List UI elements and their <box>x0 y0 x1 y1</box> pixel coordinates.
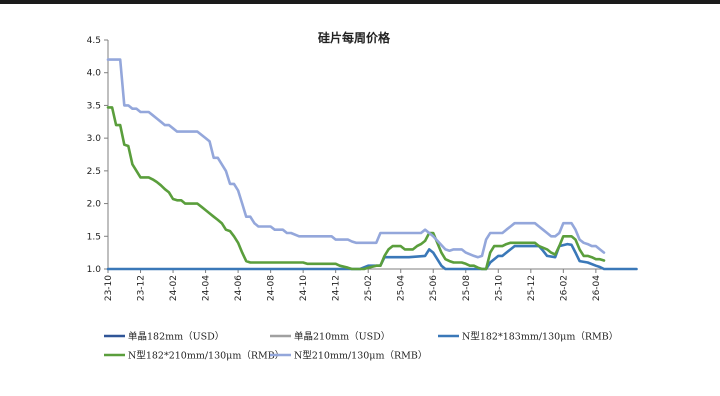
x-tick-label: 26-04 <box>592 275 602 301</box>
x-tick-label: 24-06 <box>234 275 244 301</box>
y-tick-label: 2.0 <box>87 200 102 210</box>
y-tick-label: 1.0 <box>87 265 102 275</box>
y-tick-label: 3.5 <box>87 101 101 111</box>
x-tick-label: 25-06 <box>429 275 439 301</box>
plot-lines <box>106 58 638 271</box>
legend-label: 单晶210mm（USD） <box>294 331 390 343</box>
y-tick-label: 2.5 <box>87 167 101 177</box>
legend: 单晶182mm（USD） 单晶210mm（USD） N型182*183mm/130μ… <box>104 331 618 362</box>
y-tick-label: 3.0 <box>87 134 102 144</box>
top-rule <box>0 0 720 4</box>
x-tick-label: 25-02 <box>364 275 374 301</box>
x-tick-label: 23-12 <box>137 275 147 301</box>
y-tick-label: 1.5 <box>87 232 101 242</box>
x-tick-label: 24-02 <box>169 275 179 301</box>
series-line-2 <box>106 242 638 271</box>
y-tick-label: 4.5 <box>87 36 101 46</box>
x-tick-label: 25-10 <box>494 275 504 301</box>
x-tick-label: 25-08 <box>462 275 472 301</box>
series-line-3 <box>106 106 606 271</box>
chart-title: 硅片每周价格 <box>318 30 391 45</box>
y-axis: 1.0 1.5 2.0 2.5 3.0 3.5 4.0 4.5 <box>87 36 109 275</box>
series-line-4 <box>106 58 606 259</box>
legend-label: N型182*183mm/130μm（RMB） <box>462 331 618 343</box>
y-tick-label: 4.0 <box>87 69 102 79</box>
x-tick-label: 25-04 <box>397 275 407 301</box>
x-tick-label: 24-12 <box>332 275 342 301</box>
x-tick-label: 25-12 <box>527 275 537 301</box>
x-tick-label: 23-10 <box>104 275 114 301</box>
x-tick-label: 26-02 <box>559 275 569 301</box>
legend-label: 单晶182mm（USD） <box>128 331 224 343</box>
legend-label: N型182*210mm/130μm（RMB） <box>128 350 284 362</box>
x-tick-label: 24-10 <box>299 275 309 301</box>
x-tick-label: 24-08 <box>267 275 277 301</box>
x-tick-label: 24-04 <box>202 275 212 301</box>
legend-label: N型210mm/130μm（RMB） <box>294 350 427 362</box>
x-axis: 23-10 23-12 24-02 24-04 24-06 24-08 24-10 24-12… <box>104 268 604 301</box>
